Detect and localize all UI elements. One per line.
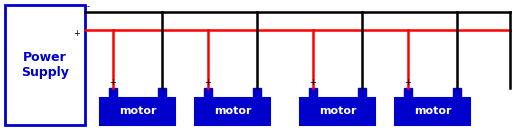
Text: motor: motor [414,107,451,116]
Text: +: + [309,78,317,87]
Bar [358,88,366,98]
Bar [253,88,261,98]
Bar [395,98,470,125]
Bar [100,98,175,125]
Text: motor: motor [214,107,251,116]
Text: +: + [110,78,116,87]
Bar [195,98,270,125]
Text: +: + [204,78,212,87]
Text: motor: motor [119,107,156,116]
Bar [109,88,117,98]
Text: motor: motor [319,107,356,116]
Text: +: + [73,29,80,38]
Text: Power
Supply: Power Supply [21,51,69,79]
Bar [404,88,412,98]
Text: -: - [255,78,258,87]
Bar [158,88,166,98]
Text: -: - [456,78,459,87]
Text: -: - [87,2,90,11]
Bar [453,88,461,98]
Text: +: + [405,78,411,87]
Bar [300,98,375,125]
Bar [204,88,212,98]
Bar [309,88,317,98]
Text: -: - [161,78,163,87]
Text: -: - [360,78,363,87]
Bar [5,5,85,125]
